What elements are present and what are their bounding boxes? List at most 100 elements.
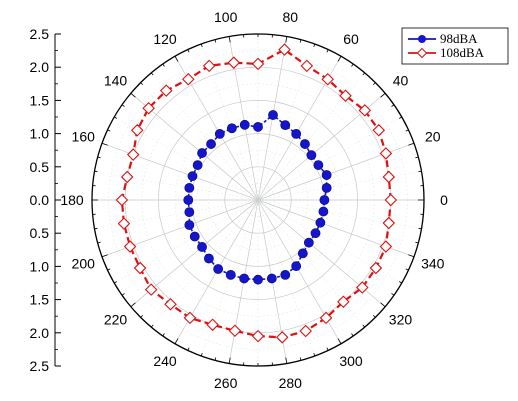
data-point-circle — [303, 237, 314, 248]
data-point-diamond — [319, 311, 333, 325]
data-point-diamond — [339, 89, 352, 103]
data-point-diamond — [382, 216, 396, 230]
angle-tick-mark — [150, 72, 154, 76]
angle-tick-mark — [415, 241, 419, 244]
data-point-diamond — [251, 329, 265, 343]
data-point-diamond — [206, 318, 219, 332]
angle-tick-mark — [415, 156, 419, 159]
data-point-circle — [321, 170, 332, 180]
data-point-diamond — [120, 170, 134, 184]
data-point-circle — [291, 128, 302, 139]
angle-tick-mark — [228, 36, 231, 43]
data-point-diamond — [117, 217, 131, 230]
data-point-circle — [315, 217, 326, 228]
angle-tick-label: 280 — [279, 375, 303, 391]
angle-tick-label: 220 — [104, 312, 128, 328]
angle-tick-label: 40 — [393, 72, 409, 88]
angle-tick-mark — [174, 56, 179, 62]
data-point-circle — [280, 120, 291, 131]
data-point-circle — [266, 273, 277, 284]
angle-tick-mark — [130, 302, 136, 308]
data-point-diamond — [384, 193, 398, 207]
angle-tick-mark — [140, 314, 144, 318]
data-point-circle — [184, 182, 195, 193]
angle-tick-label: 340 — [421, 256, 445, 272]
angle-tick-mark — [351, 333, 354, 337]
data-point-circle — [306, 150, 317, 161]
data-point-circle — [253, 274, 263, 285]
data-point-circle — [239, 119, 250, 130]
radial-tick-label: 0.5 — [30, 225, 50, 241]
radial-tick-label: 0.0 — [30, 192, 50, 208]
angle-tick-mark — [101, 254, 108, 258]
data-point-diamond — [126, 148, 140, 161]
data-point-diamond — [130, 124, 144, 137]
polar-grid — [91, 33, 425, 367]
data-point-diamond — [123, 240, 137, 253]
data-point-diamond — [379, 240, 393, 253]
angle-tick-label: 260 — [214, 375, 238, 391]
radial-axis: 2.5 2.0 1.5 1.0 0.5 0.0 0.5 1.0 1.5 2.0 2.5 — [30, 26, 61, 374]
angle-tick-label: 100 — [214, 9, 238, 25]
data-point-diamond — [278, 43, 291, 56]
data-point-circle — [268, 110, 278, 120]
angle-tick-mark — [326, 347, 329, 351]
angle-tick-mark — [187, 49, 190, 53]
data-point-circle — [321, 182, 332, 193]
angle-tick-mark — [313, 353, 316, 357]
data-point-diamond — [251, 57, 265, 71]
angle-tick-mark — [398, 116, 402, 119]
angle-tick-label: 300 — [339, 353, 363, 369]
angle-tick-mark — [408, 254, 415, 258]
angle-tick-mark — [285, 36, 288, 43]
data-point-diamond — [133, 261, 147, 275]
angle-tick-mark — [391, 293, 395, 296]
angle-tick-mark — [94, 170, 98, 173]
angle-tick-mark — [200, 43, 203, 47]
angle-tick-mark — [228, 357, 231, 364]
angle-tick-mark — [299, 39, 302, 43]
data-point-circle — [319, 195, 330, 205]
angle-tick-label: 20 — [425, 128, 441, 144]
data-point-diamond — [164, 297, 177, 311]
data-point-diamond — [300, 59, 314, 73]
data-point-circle — [214, 128, 225, 139]
angle-tick-label: 140 — [104, 72, 128, 88]
data-point-circle — [280, 269, 291, 280]
legend-box — [401, 27, 509, 65]
data-point-circle — [300, 139, 310, 149]
data-point-diamond — [142, 101, 155, 115]
data-point-circle — [184, 220, 195, 230]
angle-tick-label: 240 — [153, 353, 177, 369]
data-point-circle — [187, 171, 198, 182]
angle-tick-mark — [162, 63, 165, 67]
angle-tick-mark — [121, 104, 125, 107]
angle-tick-mark — [391, 104, 395, 107]
data-point-circle — [189, 231, 200, 242]
angle-tick-mark — [337, 338, 342, 344]
angle-tick-mark — [398, 281, 402, 284]
radial-tick-label: 1.5 — [30, 292, 50, 308]
angle-tick-mark — [405, 129, 409, 132]
angle-tick-mark — [299, 357, 302, 361]
angle-tick-label: 200 — [72, 256, 96, 272]
data-point-circle — [297, 248, 308, 259]
radial-tick-label: 2.0 — [30, 325, 50, 341]
data-series — [115, 43, 398, 344]
angle-tick-mark — [97, 156, 101, 159]
data-point-diamond — [372, 124, 386, 137]
data-point-diamond — [337, 295, 350, 309]
angle-tick-mark — [418, 227, 422, 230]
data-point-circle — [225, 269, 236, 280]
angle-tick-label: 180 — [60, 192, 84, 208]
angle-tick-mark — [107, 268, 111, 271]
angle-tick-mark — [337, 56, 342, 62]
data-point-circle — [313, 160, 324, 171]
radial-tick-label: 1.0 — [30, 126, 50, 142]
data-point-circle — [192, 160, 203, 171]
data-point-diamond — [115, 193, 129, 207]
data-point-diamond — [227, 56, 241, 69]
data-point-circle — [183, 195, 194, 205]
